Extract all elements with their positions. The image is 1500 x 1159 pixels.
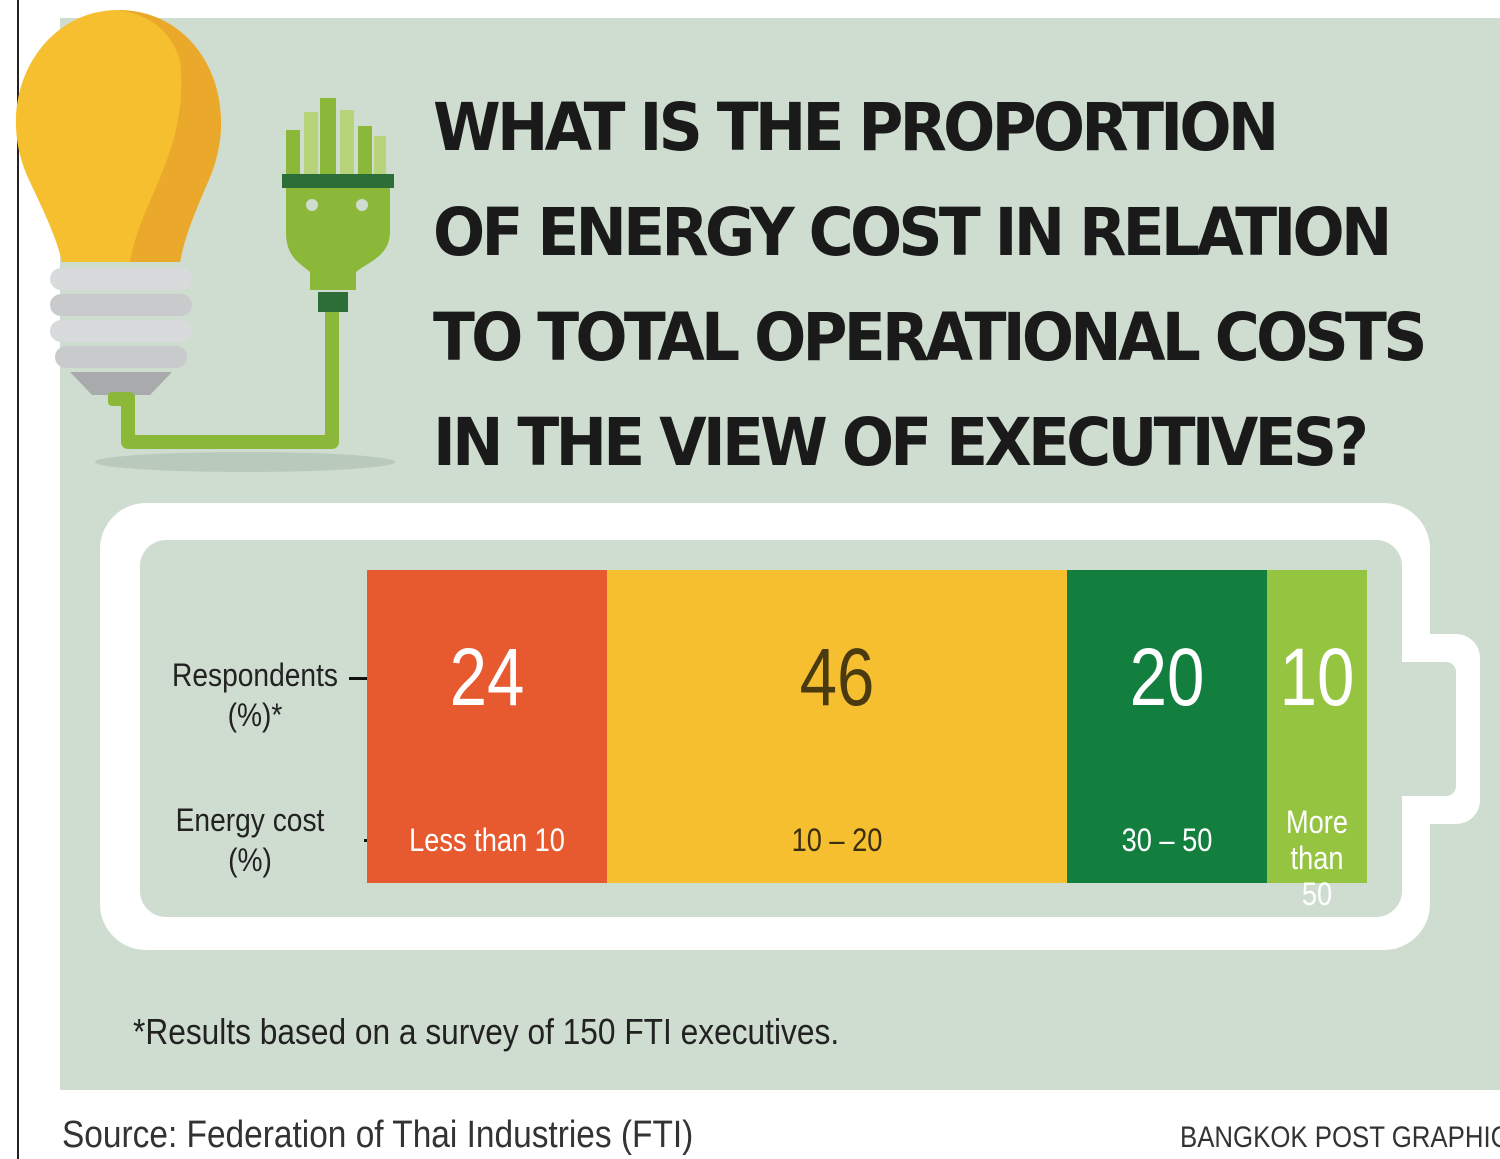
left-border-rule [17, 0, 19, 1159]
stacked-bar-chart: 24 Less than 10 46 10 – 20 20 30 – 50 10… [367, 570, 1367, 912]
bar-value-label: 10 [1279, 632, 1355, 723]
energy-cost-label-line-2: (%) [228, 842, 272, 878]
bar-category-label: 10 – 20 [642, 822, 1033, 858]
category-label-line: More [1286, 804, 1348, 840]
bar-segment-more-than-50: 10 More than 50 [1267, 570, 1367, 912]
energy-cost-row-label: Energy cost (%) [162, 800, 338, 880]
survey-footnote: *Results based on a survey of 150 FTI ex… [133, 1011, 840, 1052]
bar-segment-10-20: 46 10 – 20 [607, 570, 1067, 883]
category-label-line: than 50 [1290, 840, 1344, 912]
bar-value-label: 24 [449, 632, 525, 723]
category-label-line: Less than 10 [409, 822, 565, 858]
battery-cap-inner [1402, 662, 1456, 796]
graphics-credit: BANGKOK POST GRAPHICS [1180, 1121, 1500, 1154]
page-title: WHAT IS THE PROPORTION OF ENERGY COST IN… [433, 75, 1427, 495]
category-label-line: 10 – 20 [791, 822, 883, 858]
bar-segment-30-50: 20 30 – 50 [1067, 570, 1267, 883]
bar-category-label: More than 50 [1275, 804, 1360, 912]
respondents-row-label: Respondents (%)* [163, 655, 348, 735]
category-label-line: 30 – 50 [1121, 822, 1213, 858]
title-line: WHAT IS THE PROPORTION [433, 89, 1279, 166]
cable [121, 312, 339, 449]
plug-icon [282, 98, 394, 312]
title-line: IN THE VIEW OF EXECUTIVES? [433, 404, 1369, 481]
bar-value-label: 20 [1129, 632, 1205, 723]
bar-value-label: 46 [799, 632, 875, 723]
bar-segment-less-than-10: 24 Less than 10 [367, 570, 607, 883]
bar-category-label: Less than 10 [385, 822, 589, 858]
title-line: TO TOTAL OPERATIONAL COSTS [433, 299, 1427, 376]
respondents-label-line-2: (%)* [227, 697, 283, 733]
energy-cost-label-line-1: Energy cost [175, 802, 325, 838]
shadow [95, 452, 395, 472]
source-credit: Source: Federation of Thai Industries (F… [62, 1114, 694, 1156]
respondents-label-line-1: Respondents [172, 657, 338, 693]
bar-category-label: 30 – 50 [1082, 822, 1252, 858]
lightbulb-icon [15, 10, 222, 406]
lightbulb-plug-illustration [15, 10, 395, 472]
title-line: OF ENERGY COST IN RELATION [433, 194, 1392, 271]
